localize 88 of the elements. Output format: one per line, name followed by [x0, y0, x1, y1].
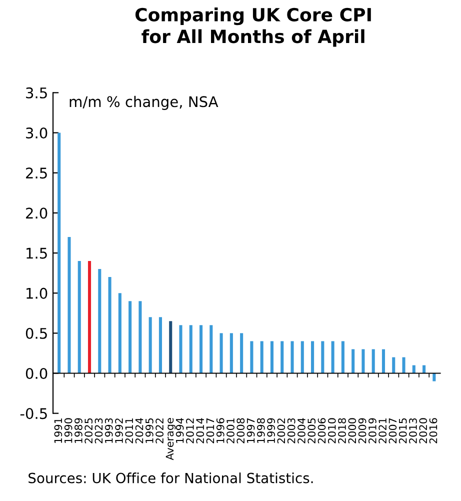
y-tick-label: 0.0	[26, 368, 48, 379]
bar	[432, 373, 436, 382]
x-tick-label: 2015	[398, 418, 407, 444]
bar	[230, 333, 233, 374]
x-tick-label: 2018	[338, 418, 346, 444]
bar	[169, 321, 172, 374]
x-tick-label: 1993	[104, 418, 113, 443]
x-tick-label: 2011	[125, 418, 134, 444]
bar	[412, 365, 416, 374]
y-tick-label: 3.0	[26, 127, 48, 139]
y-tick-label: -0.5	[20, 408, 47, 420]
bar	[118, 293, 122, 374]
x-tick-label: 2002	[277, 418, 286, 444]
bar	[250, 341, 254, 374]
bar	[341, 341, 344, 374]
bar	[321, 341, 324, 374]
x-tick-label: 2003	[287, 418, 296, 444]
chart-title: Comparing UK Core CPI for All Months of April	[135, 8, 371, 47]
x-tick-label: 2014	[196, 418, 204, 444]
bar	[158, 317, 162, 374]
bar	[128, 301, 132, 374]
x-tick-label: 1989	[74, 418, 82, 443]
x-tick-label: 2012	[186, 418, 194, 444]
bar	[189, 325, 192, 374]
x-tick-label: 2016	[429, 418, 438, 444]
x-tick-label: 2008	[236, 418, 245, 444]
x-tick-label: 2023	[94, 418, 103, 444]
bar	[179, 325, 182, 374]
bar	[422, 365, 426, 374]
x-tick-label: 2024	[135, 418, 144, 444]
x-tick-label: 2010	[328, 418, 336, 444]
bar	[280, 341, 284, 374]
x-tick-label: 2009	[358, 418, 366, 444]
bar	[138, 301, 142, 374]
x-tick-label: 2013	[409, 418, 417, 444]
x-tick-label: 2017	[206, 418, 214, 444]
bar	[98, 269, 102, 374]
bar	[392, 357, 396, 374]
x-tick-label: 2006	[318, 418, 326, 444]
bar	[290, 341, 294, 374]
x-tick-label: 1995	[145, 418, 154, 443]
y-tick-label: 1.0	[26, 288, 48, 299]
y-tick-label: 0.5	[26, 328, 47, 339]
bar	[68, 236, 71, 374]
source-note: Sources: UK Office for National Statistics.	[28, 472, 313, 484]
x-tick-label: 1996	[216, 418, 224, 443]
y-tick-label: 1.5	[26, 248, 47, 259]
x-tick-label: 1999	[267, 418, 275, 443]
bar	[240, 333, 244, 374]
x-tick-label: 1990	[64, 418, 72, 443]
x-tick-label: 1998	[256, 418, 265, 443]
bar	[58, 132, 61, 374]
x-tick-label: 2000	[348, 418, 356, 444]
y-tick-label: 3.5	[26, 87, 47, 98]
x-tick-label: 1991	[54, 418, 62, 443]
bar	[210, 325, 213, 374]
bar	[270, 341, 274, 374]
x-tick-label: 2004	[298, 418, 306, 444]
x-tick-label: 2001	[226, 418, 234, 444]
bar	[300, 341, 304, 374]
x-tick-label: 2021	[378, 418, 387, 444]
bar	[148, 317, 152, 374]
x-tick-label: 2020	[419, 418, 428, 444]
x-tick-label: 2022	[156, 418, 164, 444]
x-tick-label: 1997	[246, 418, 255, 443]
bar	[108, 277, 112, 374]
bar	[199, 325, 203, 374]
bar	[382, 349, 386, 374]
y-tick-label: 2.5	[26, 168, 47, 179]
bar	[311, 341, 314, 374]
x-tick-label: 2019	[368, 418, 376, 444]
bar	[362, 349, 365, 374]
bar	[352, 349, 355, 374]
x-tick-label: 2007	[388, 418, 397, 444]
bar	[88, 261, 92, 374]
y-tick-label: 2.0	[26, 208, 48, 219]
x-tick-label: Average	[166, 418, 176, 460]
bar	[78, 261, 81, 374]
x-tick-label: 1992	[115, 418, 123, 443]
bar	[331, 341, 334, 374]
bar	[220, 333, 223, 374]
bar	[260, 341, 264, 374]
x-tick-label: 2005	[308, 418, 316, 444]
x-tick-label: 2025	[84, 418, 93, 444]
x-tick-label: 1994	[176, 418, 184, 443]
bar	[372, 349, 375, 374]
annotation: m/m % change, NSA	[70, 96, 218, 110]
bar	[402, 357, 406, 374]
